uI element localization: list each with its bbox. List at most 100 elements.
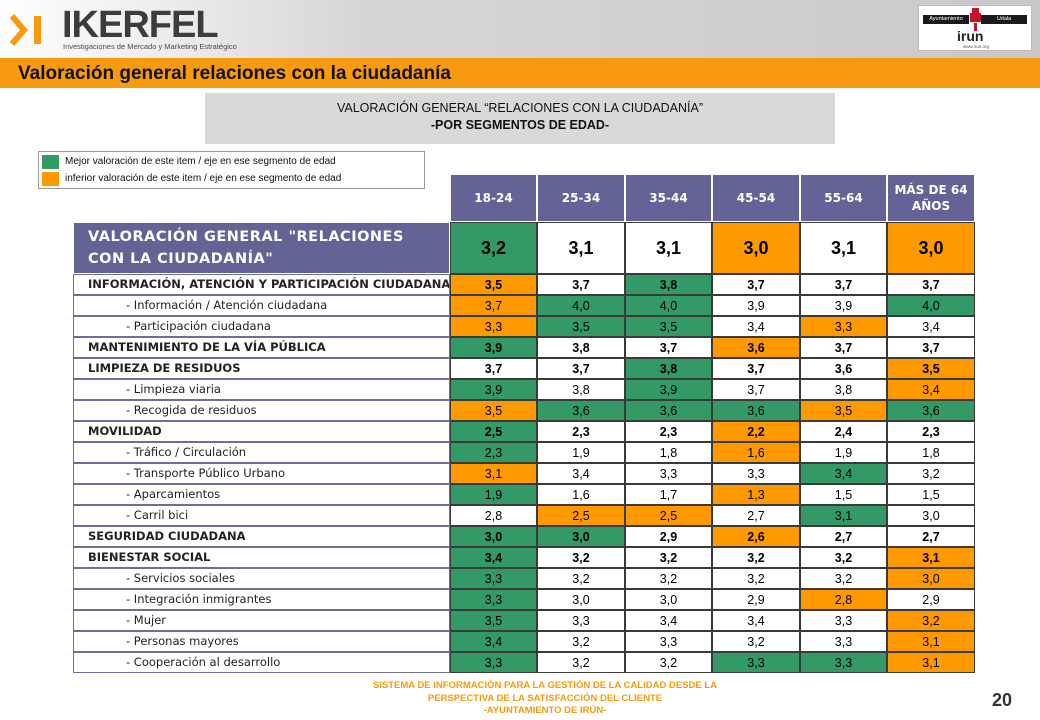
table-cell: 3,0 — [625, 589, 712, 610]
category-row-label: SEGURIDAD CIUDADANA — [73, 526, 450, 547]
title-bar: Valoración general relaciones con la ciu… — [0, 58, 1040, 88]
subtitle-line-2: -POR SEGMENTOS DE EDAD- — [430, 118, 610, 132]
subtitle-line-1: VALORACIÓN GENERAL “RELACIONES CON LA CI… — [336, 101, 704, 115]
table-cell: 3,2 — [712, 547, 800, 568]
table-cell: 3,2 — [625, 547, 712, 568]
table-cell: 3,9 — [450, 337, 537, 358]
table-cell: 3,8 — [800, 379, 887, 400]
table-cell: 3,8 — [537, 337, 625, 358]
legend-label: Mejor valoración de este item / eje en e… — [65, 156, 336, 167]
subitem-row-label: - Recogida de residuos — [73, 400, 450, 421]
irun-logo-url: www.irun.org — [963, 44, 990, 49]
table-cell: 3,3 — [800, 652, 887, 673]
table-cell: 2,2 — [712, 421, 800, 442]
table-cell: 1,7 — [625, 484, 712, 505]
column-header: 55-64 — [800, 174, 887, 222]
table-cell: 2,5 — [450, 421, 537, 442]
table-cell: 3,5 — [887, 358, 975, 379]
table-cell: 1,3 — [712, 484, 800, 505]
table-cell: 3,3 — [800, 631, 887, 652]
table-cell: 3,3 — [537, 610, 625, 631]
table-cell: 3,4 — [625, 610, 712, 631]
table-cell: 3,2 — [712, 631, 800, 652]
table-cell: 2,9 — [887, 589, 975, 610]
table-cell: 3,1 — [887, 652, 975, 673]
table-cell: 3,7 — [800, 274, 887, 295]
table-cell: 3,9 — [450, 379, 537, 400]
table-cell: 3,2 — [712, 568, 800, 589]
table-cell: 3,9 — [800, 295, 887, 316]
table-cell: 3,4 — [712, 316, 800, 337]
table-cell: 3,6 — [887, 400, 975, 421]
table-cell: 1,9 — [537, 442, 625, 463]
table-cell: 3,7 — [887, 337, 975, 358]
table-cell: 2,7 — [712, 505, 800, 526]
legend-swatch-orange — [42, 172, 59, 186]
table-cell: 3,8 — [625, 274, 712, 295]
subitem-row-label: - Información / Atención ciudadana — [73, 295, 450, 316]
table-cell: 3,2 — [800, 568, 887, 589]
irun-logo: Ayuntamiento Udala irun www.irun.org — [918, 5, 1032, 51]
table-cell: 3,4 — [887, 379, 975, 400]
category-row-label: INFORMACIÓN, ATENCIÓN Y PARTICIPACIÓN CI… — [73, 274, 450, 295]
subitem-row-label: - Personas mayores — [73, 631, 450, 652]
irun-logo-left-label: Ayuntamiento — [923, 15, 969, 24]
table-cell: 2,5 — [537, 505, 625, 526]
table-cell: 2,7 — [887, 526, 975, 547]
table-cell: 3,9 — [625, 379, 712, 400]
footer-line-2: PERSPECTIVA DE LA SATISFACCIÓN DEL CLIEN… — [427, 692, 663, 704]
column-header: MÁS DE 64 AÑOS — [887, 174, 975, 222]
logo-tagline: Investigaciones de Mercado y Marketing E… — [63, 42, 237, 51]
subtitle-box: VALORACIÓN GENERAL “RELACIONES CON LA CI… — [205, 93, 835, 144]
summary-label-line-1: VALORACIÓN GENERAL "RELACIONES — [88, 229, 404, 245]
table-cell: 3,3 — [800, 316, 887, 337]
summary-cell: 3,0 — [887, 222, 975, 274]
table-cell: 2,3 — [625, 421, 712, 442]
table-cell: 1,5 — [800, 484, 887, 505]
header-band: IKERFEL Investigaciones de Mercado y Mar… — [0, 0, 1040, 58]
table-cell: 2,8 — [800, 589, 887, 610]
table-cell: 1,8 — [887, 442, 975, 463]
category-row-label: LIMPIEZA DE RESIDUOS — [73, 358, 450, 379]
table-cell: 3,8 — [625, 358, 712, 379]
table-cell: 3,4 — [450, 547, 537, 568]
subitem-row-label: - Mujer — [73, 610, 450, 631]
table-cell: 3,2 — [625, 568, 712, 589]
category-row-label: MOVILIDAD — [73, 421, 450, 442]
subitem-row-label: - Integración inmigrantes — [73, 589, 450, 610]
column-header: 35-44 — [625, 174, 712, 222]
subitem-row-label: - Carril bici — [73, 505, 450, 526]
table-cell: 3,5 — [800, 400, 887, 421]
table-cell: 3,4 — [800, 463, 887, 484]
page-number: 20 — [992, 690, 1013, 710]
table-cell: 3,5 — [450, 610, 537, 631]
irun-logo-name: irun — [957, 28, 984, 44]
table-cell: 3,4 — [887, 316, 975, 337]
column-header: 18-24 — [450, 174, 537, 222]
subitem-row-label: - Aparcamientos — [73, 484, 450, 505]
table-cell: 3,1 — [887, 547, 975, 568]
table-cell: 3,9 — [712, 295, 800, 316]
table-cell: 3,7 — [712, 274, 800, 295]
table-cell: 2,3 — [887, 421, 975, 442]
table-cell: 2,8 — [450, 505, 537, 526]
category-row-label: MANTENIMIENTO DE LA VÍA PÚBLICA — [73, 337, 450, 358]
summary-cell: 3,1 — [625, 222, 712, 274]
subitem-row-label: - Tráfico / Circulación — [73, 442, 450, 463]
table-cell: 3,3 — [450, 589, 537, 610]
summary-cell: 3,2 — [450, 222, 537, 274]
table-cell: 3,7 — [537, 358, 625, 379]
summary-cell: 3,1 — [800, 222, 887, 274]
irun-logo-right-label: Udala — [981, 15, 1027, 24]
table-cell: 3,5 — [450, 274, 537, 295]
table-cell: 3,5 — [537, 316, 625, 337]
summary-label-line-2: CON LA CIUDADANÍA" — [88, 251, 274, 267]
table-cell: 3,2 — [537, 631, 625, 652]
table-cell: 3,0 — [887, 568, 975, 589]
table-cell: 3,0 — [537, 589, 625, 610]
legend-swatch-green — [42, 155, 59, 169]
logo-name: IKERFEL — [62, 4, 219, 46]
table-cell: 3,8 — [537, 379, 625, 400]
table-cell: 3,7 — [800, 337, 887, 358]
table-cell: 3,4 — [537, 463, 625, 484]
